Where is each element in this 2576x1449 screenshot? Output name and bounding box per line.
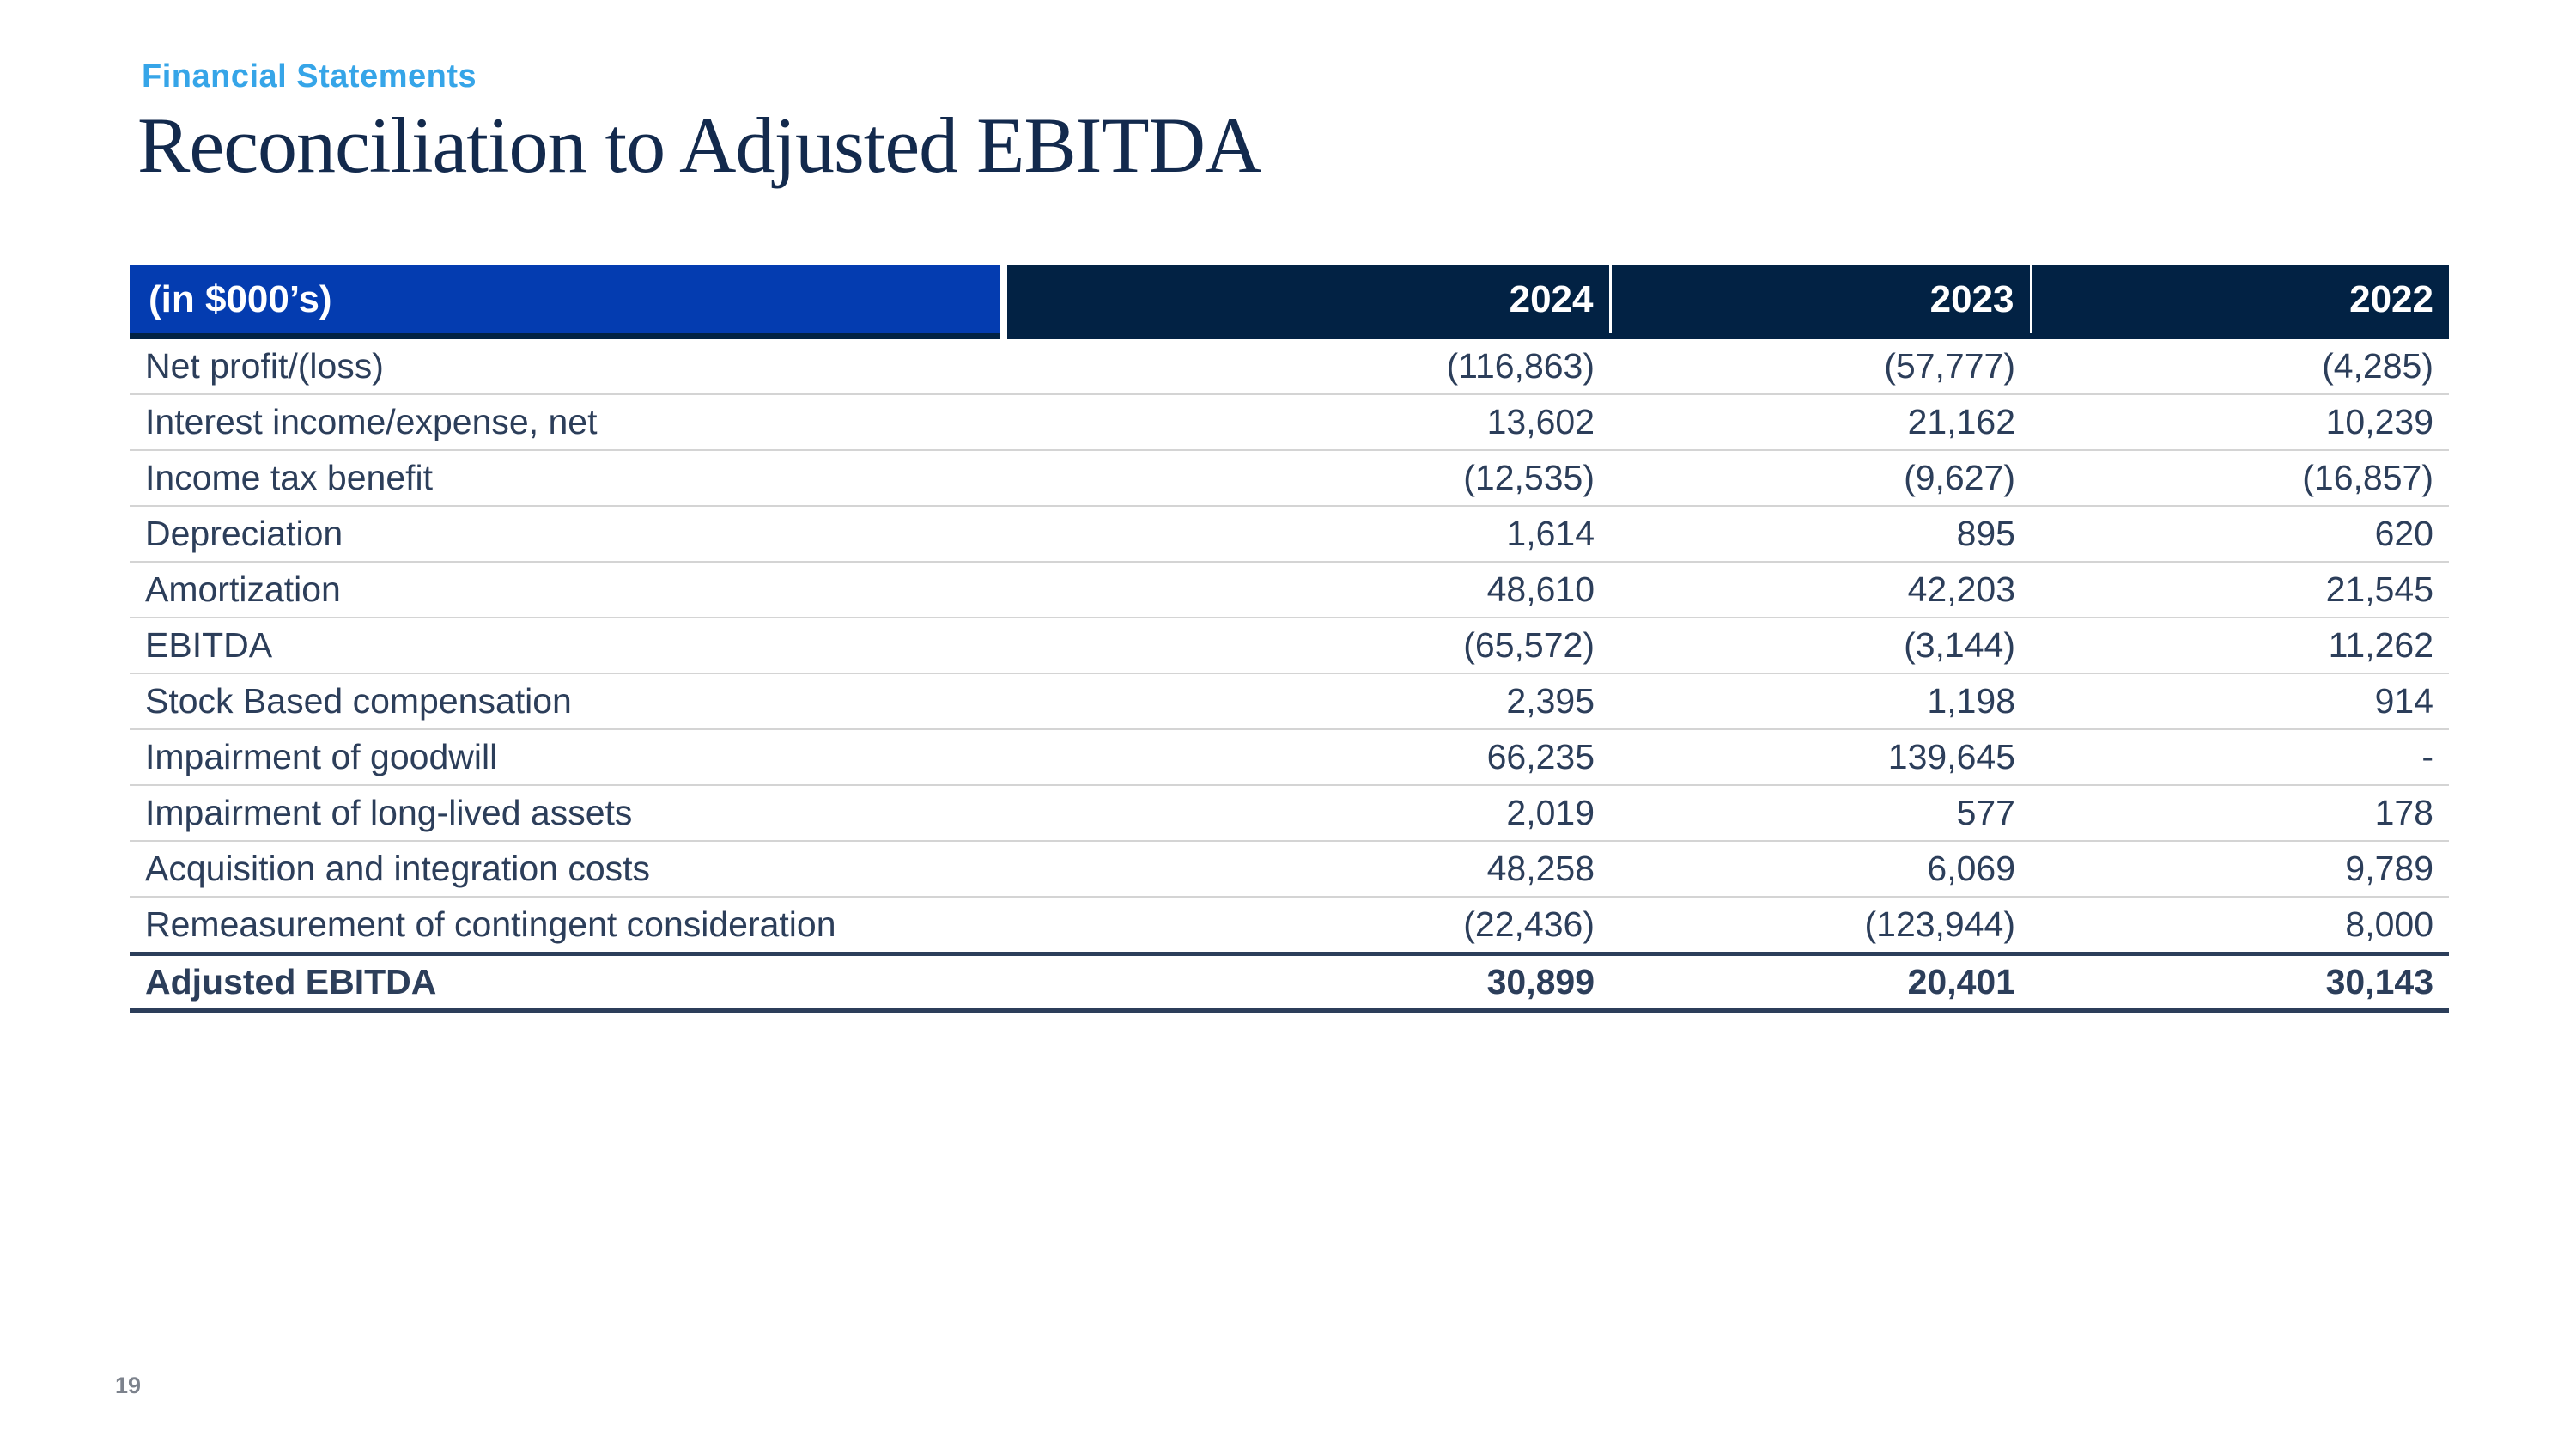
year-header-2024: 2024 xyxy=(1004,265,1610,337)
row-label: Depreciation xyxy=(130,506,1004,563)
row-value: 577 xyxy=(1610,785,2031,842)
row-value: 42,203 xyxy=(1610,562,2031,618)
table-row: Depreciation 1,614 895 620 xyxy=(130,506,2449,563)
row-value: (22,436) xyxy=(1004,897,1610,956)
row-value: (116,863) xyxy=(1004,336,1610,395)
row-value: 178 xyxy=(2031,785,2449,842)
row-value: 1,614 xyxy=(1004,506,1610,563)
row-value: (9,627) xyxy=(1610,450,2031,507)
row-value: 1,198 xyxy=(1610,673,2031,730)
table-row: Net profit/(loss) (116,863) (57,777) (4,285… xyxy=(130,336,2449,395)
row-value: 10,239 xyxy=(2031,394,2449,451)
row-value: (16,857) xyxy=(2031,450,2449,507)
row-value: 9,789 xyxy=(2031,841,2449,898)
row-label: Remeasurement of contingent consideratio… xyxy=(130,897,1004,956)
row-value: 2,395 xyxy=(1004,673,1610,730)
row-value: 21,162 xyxy=(1610,394,2031,451)
table-row: Acquisition and integration costs 48,258 6… xyxy=(130,841,2449,898)
row-value: 8,000 xyxy=(2031,897,2449,956)
row-value: 48,610 xyxy=(1004,562,1610,618)
total-row: Adjusted EBITDA 30,899 20,401 30,143 xyxy=(130,953,2449,1013)
table-header: (in $000’s) 2024 2023 2022 xyxy=(130,265,2449,337)
table-row: Remeasurement of contingent consideratio… xyxy=(130,897,2449,956)
total-row-label: Adjusted EBITDA xyxy=(130,953,1004,1013)
row-label: Stock Based compensation xyxy=(130,673,1004,730)
row-value: (3,144) xyxy=(1610,618,2031,674)
table-row: Income tax benefit (12,535) (9,627) (16,857… xyxy=(130,450,2449,507)
row-label: EBITDA xyxy=(130,618,1004,674)
table-row: EBITDA (65,572) (3,144) 11,262 xyxy=(130,618,2449,674)
row-value: (65,572) xyxy=(1004,618,1610,674)
table-row: Amortization 48,610 42,203 21,545 xyxy=(130,562,2449,618)
page-title: Reconciliation to Adjusted EBITDA xyxy=(137,101,1261,189)
row-value: (57,777) xyxy=(1610,336,2031,395)
year-header-2022: 2022 xyxy=(2029,265,2449,337)
row-value: - xyxy=(2031,729,2449,786)
row-value: 914 xyxy=(2031,673,2449,730)
row-label: Impairment of long-lived assets xyxy=(130,785,1004,842)
row-value: 139,645 xyxy=(1610,729,2031,786)
row-value: 620 xyxy=(2031,506,2449,563)
row-value: 11,262 xyxy=(2031,618,2449,674)
table-header-row: (in $000’s) 2024 2023 2022 xyxy=(130,265,2449,337)
row-value: 6,069 xyxy=(1610,841,2031,898)
row-value: 21,545 xyxy=(2031,562,2449,618)
row-label: Amortization xyxy=(130,562,1004,618)
row-value: (4,285) xyxy=(2031,336,2449,395)
row-label: Income tax benefit xyxy=(130,450,1004,507)
row-value: 13,602 xyxy=(1004,394,1610,451)
table-row: Impairment of goodwill 66,235 139,645- xyxy=(130,729,2449,786)
table-row: Stock Based compensation 2,395 1,198 914 xyxy=(130,673,2449,730)
section-eyebrow: Financial Statements xyxy=(142,58,477,94)
row-label: Net profit/(loss) xyxy=(130,336,1004,395)
page-number: 19 xyxy=(115,1373,142,1398)
table-row: Impairment of long-lived assets 2,019 577 1… xyxy=(130,785,2449,842)
ebitda-reconciliation-table: (in $000’s) 2024 2023 2022 Net profit/(l… xyxy=(130,265,2449,1013)
unit-label-header: (in $000’s) xyxy=(130,265,1007,337)
row-value: 66,235 xyxy=(1004,729,1610,786)
year-header-2023: 2023 xyxy=(1608,265,2031,337)
row-value: (12,535) xyxy=(1004,450,1610,507)
total-row-value: 30,899 xyxy=(1004,953,1610,1013)
row-label: Acquisition and integration costs xyxy=(130,841,1004,898)
table-row: Interest income/expense, net 13,602 21,162… xyxy=(130,394,2449,451)
total-row-value: 30,143 xyxy=(2031,953,2449,1013)
table-body: Net profit/(loss) (116,863) (57,777) (4,285… xyxy=(130,336,2449,1013)
row-value: (123,944) xyxy=(1610,897,2031,956)
row-value: 895 xyxy=(1610,506,2031,563)
row-value: 48,258 xyxy=(1004,841,1610,898)
row-value: 2,019 xyxy=(1004,785,1610,842)
row-label: Interest income/expense, net xyxy=(130,394,1004,451)
row-label: Impairment of goodwill xyxy=(130,729,1004,786)
total-row-value: 20,401 xyxy=(1610,953,2031,1013)
